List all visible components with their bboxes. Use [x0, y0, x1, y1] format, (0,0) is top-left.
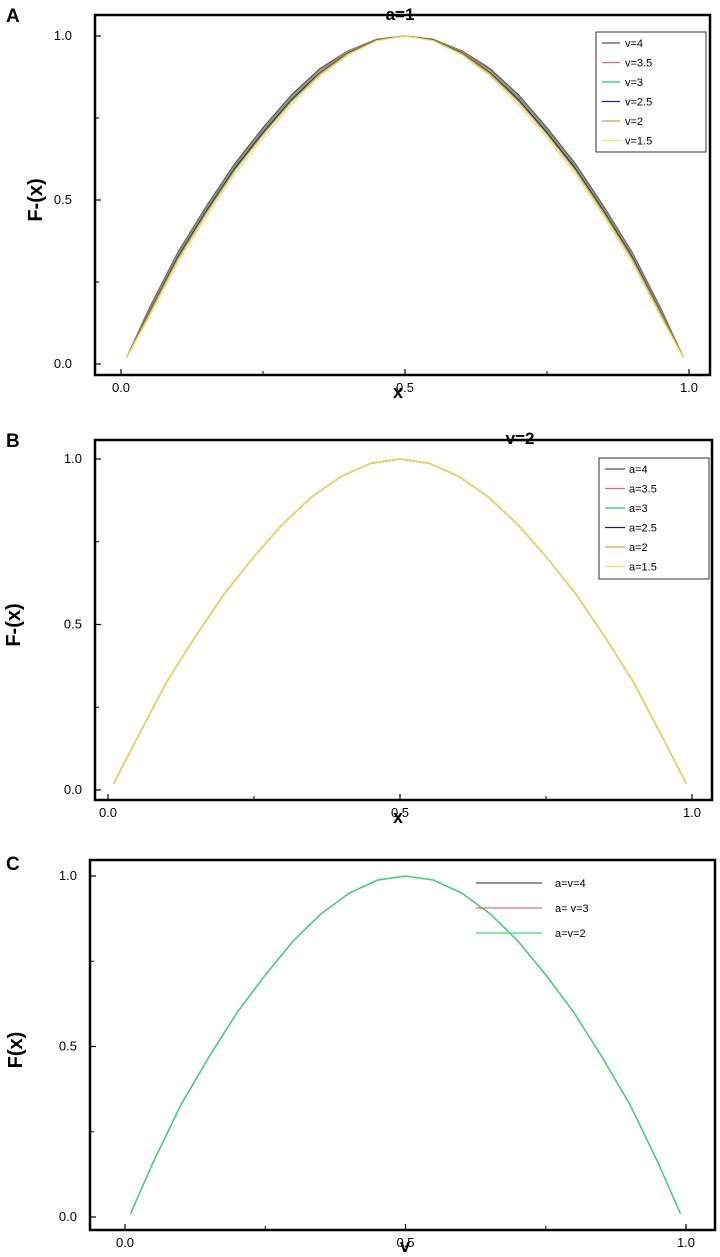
plot-frame: [93, 438, 714, 802]
legend-label: v=1.5: [625, 136, 652, 148]
x-tick-label: 1.0: [680, 380, 698, 395]
y-tick-label: 0.5: [64, 617, 82, 632]
series-line-1: [130, 875, 681, 1214]
series-line-6: [126, 35, 684, 358]
legend-label: v=4: [625, 38, 643, 50]
chart-title: v=2: [506, 429, 535, 448]
x-tick-label: 0.5: [396, 380, 414, 395]
panel-letter: B: [6, 431, 20, 452]
legend-label: a=v=2: [555, 928, 586, 940]
x-tick-label: 0.0: [99, 805, 117, 820]
x-tick-label: 0.0: [112, 380, 130, 395]
y-tick-label: 1.0: [59, 868, 77, 883]
y-axis-label: F(x): [5, 1032, 27, 1069]
legend-label: v=2: [625, 116, 643, 128]
legend-label: a=3: [629, 503, 648, 515]
legend-label: a=2.5: [629, 523, 657, 535]
series-line-2: [130, 875, 681, 1214]
y-tick-label: 0.0: [59, 1209, 77, 1224]
legend-label: a=v=4: [555, 878, 586, 890]
plot-frame: [88, 858, 717, 1232]
x-tick-label: 0.5: [391, 805, 409, 820]
x-tick-label: 1.0: [683, 805, 701, 820]
legend-label: a=4: [629, 464, 648, 476]
y-tick-label: 0.0: [54, 356, 72, 371]
legend-label: v=3: [625, 77, 643, 89]
legend-box: [595, 31, 707, 153]
chart-panel-c: C 0.0 0.5 1.0 0.0 0.5 1.0 F(x) v a=v=4 a= v=3 a=v=2: [5, 854, 717, 1256]
panel-letter: C: [6, 854, 20, 875]
series-line-6: [113, 458, 687, 784]
y-axis-label: F-(x): [3, 603, 25, 646]
legend-box: [598, 457, 710, 580]
legend-label: a= v=3: [555, 903, 589, 915]
x-axis-label: x: [393, 807, 403, 827]
legend-label: a=1.5: [629, 562, 657, 574]
x-axis-label: x: [393, 382, 403, 402]
legend-label: v=2.5: [625, 97, 652, 109]
legend-label: a=2: [629, 542, 648, 554]
y-axis-label: F-(x): [25, 178, 47, 221]
x-tick-label: 0.5: [396, 1235, 414, 1250]
x-tick-label: 1.0: [677, 1235, 695, 1250]
y-tick-label: 1.0: [54, 28, 72, 43]
legend-label: v=3.5: [625, 58, 652, 70]
y-tick-label: 0.0: [64, 782, 82, 797]
y-tick-label: 1.0: [64, 451, 82, 466]
x-tick-label: 0.0: [116, 1235, 134, 1250]
y-tick-label: 0.5: [59, 1039, 77, 1054]
panel-letter: A: [6, 6, 20, 27]
x-axis-label: v: [400, 1236, 410, 1256]
legend-label: a=3.5: [629, 484, 657, 496]
y-tick-label: 0.5: [54, 192, 72, 207]
series-line-3: [130, 875, 681, 1214]
plot-frame: [93, 13, 712, 377]
chart-title: a=1: [386, 5, 415, 24]
